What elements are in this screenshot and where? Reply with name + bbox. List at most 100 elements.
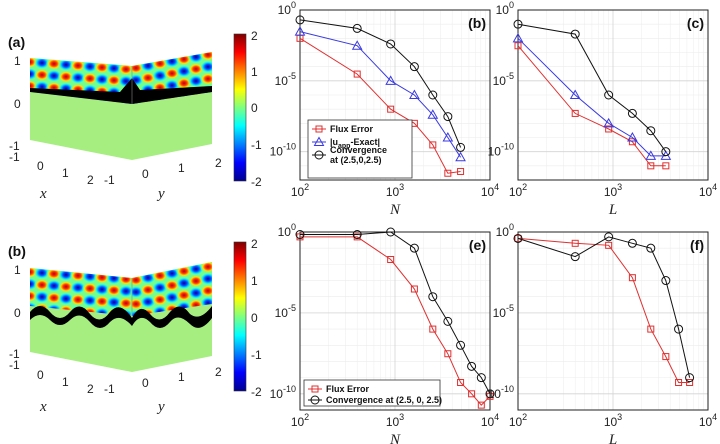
data-point-square (514, 42, 522, 50)
red-lobe (118, 296, 132, 310)
data-point-triangle (645, 150, 657, 160)
colorbar-tick: 0 (251, 101, 258, 115)
data-point-square (315, 125, 323, 133)
red-lobe (188, 62, 204, 76)
blue-lobe (94, 73, 110, 86)
panel-label: (b) (468, 15, 486, 31)
red-lobe (118, 62, 132, 76)
red-lobe (106, 283, 122, 297)
legend-label: Convergence (330, 145, 387, 155)
red-lobe (140, 71, 156, 85)
data-point-circle (456, 340, 466, 350)
data-point-square (686, 379, 694, 387)
data-point-triangle (569, 89, 581, 99)
blue-lobe (118, 284, 132, 298)
blue-lobe (212, 282, 228, 295)
plot-frame (517, 9, 709, 181)
y-tick: 1 (178, 161, 185, 175)
colorbar-tick: -1 (251, 348, 262, 362)
data-point-square (468, 390, 476, 398)
data-point-triangle (427, 109, 439, 119)
data-point-circle (604, 90, 614, 100)
blue-lobe (200, 60, 212, 74)
x-tick: 0 (37, 159, 44, 173)
blue-lobe (212, 46, 228, 59)
data-point-triangle (455, 151, 466, 162)
surface-plot-b: (b) 1 0 -1 -1 0 1 2 -1 0 1 2 x y 2 1 0 -… (8, 237, 262, 415)
data-point-circle (409, 243, 419, 253)
red-lobe (176, 288, 192, 302)
data-point-circle (467, 361, 477, 371)
legend-label: Flux Error (326, 384, 370, 394)
z-tick: 1 (14, 54, 21, 68)
legend-box (307, 119, 413, 179)
data-point-triangle (385, 75, 397, 85)
blue-lobe (82, 60, 98, 73)
panel-label: (f) (690, 237, 704, 253)
data-point-square (647, 325, 655, 333)
data-point-circle (685, 373, 695, 383)
x-tick: 2 (87, 382, 94, 396)
data-point-square (477, 401, 485, 409)
x-tick-label: 104 (481, 412, 499, 429)
data-point-circle (627, 238, 637, 248)
panel-label: (e) (469, 237, 486, 253)
colorbar-tick: -2 (251, 385, 262, 399)
y-tick: 2 (215, 156, 222, 170)
data-point-circle (443, 112, 453, 122)
data-point-square (387, 255, 395, 263)
black-surface (30, 78, 212, 104)
data-point-square (410, 285, 418, 293)
series-line (300, 236, 491, 406)
y-axis-label: y (156, 186, 165, 202)
data-point-square (647, 162, 655, 170)
x-tick: 1 (62, 375, 69, 389)
colorbar-gradient (233, 241, 247, 392)
blue-lobe (34, 268, 50, 280)
y-tick: -1 (104, 382, 115, 396)
y-tick: 0 (142, 376, 149, 390)
data-point-square (514, 234, 522, 242)
blue-lobe (106, 61, 122, 75)
blue-lobe (176, 276, 192, 290)
green-base (30, 92, 212, 160)
red-lobe (94, 295, 110, 308)
red-lobe (30, 58, 38, 69)
data-point-circle (409, 62, 419, 72)
data-point-circle (646, 243, 656, 253)
x-tick-label: 104 (481, 182, 499, 199)
data-point-circle (428, 90, 438, 100)
data-point-square (429, 141, 437, 149)
y-tick-label: 100 (496, 0, 514, 17)
data-point-square (571, 109, 579, 117)
data-point-circle (646, 126, 656, 136)
red-lobe (200, 52, 212, 62)
data-point-circle (674, 324, 684, 334)
data-point-circle (428, 292, 438, 302)
x-axis-label: x (39, 399, 47, 415)
series-line (299, 19, 462, 148)
blue-lobe (70, 281, 86, 294)
data-point-circle (661, 276, 671, 286)
series-line (299, 31, 462, 158)
red-lobe (200, 262, 212, 274)
panel-label-b: (b) (8, 243, 26, 259)
blue-lobe (152, 281, 168, 294)
blue-lobe (46, 279, 62, 293)
data-point-square (444, 350, 452, 358)
data-point-square (628, 138, 636, 146)
chart-panel-e: 102 103 104 100 10-5 10-10 (e) N Flux ErrorConve… (270, 222, 500, 444)
data-point-square (353, 70, 361, 78)
y-tick: 1 (178, 370, 185, 384)
legend-label: Flux Error (330, 124, 374, 134)
x-tick-label: 102 (291, 412, 309, 429)
colorbar-tick: 2 (251, 29, 258, 43)
x-tick-label: 104 (699, 182, 717, 199)
red-lobe (140, 283, 156, 297)
x-tick: 2 (87, 173, 94, 187)
series-line (300, 231, 491, 395)
x-axis-label: L (608, 202, 617, 218)
colorbar-tick: -2 (251, 175, 262, 189)
y-tick-label: 10-10 (488, 142, 514, 159)
data-point-circle (513, 19, 523, 29)
